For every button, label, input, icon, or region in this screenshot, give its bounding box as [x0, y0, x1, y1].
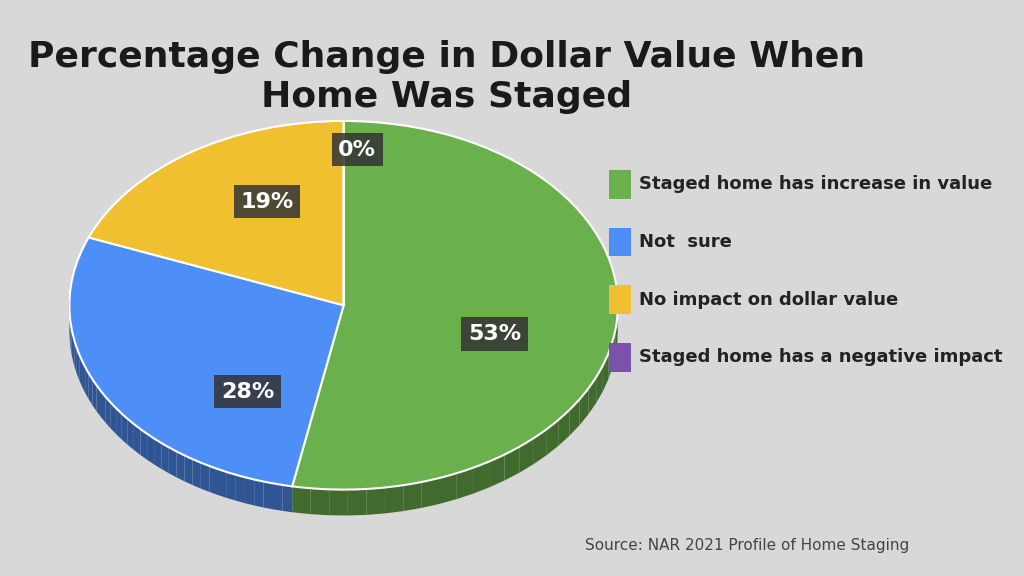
Polygon shape: [596, 365, 603, 403]
Polygon shape: [283, 485, 292, 512]
Polygon shape: [519, 438, 534, 473]
Wedge shape: [89, 121, 344, 305]
FancyBboxPatch shape: [609, 170, 631, 199]
Polygon shape: [615, 316, 617, 355]
Text: Percentage Change in Dollar Value When
Home Was Staged: Percentage Change in Dollar Value When H…: [28, 40, 865, 113]
Polygon shape: [92, 379, 96, 411]
Polygon shape: [457, 468, 473, 499]
Polygon shape: [348, 489, 367, 516]
Polygon shape: [184, 456, 193, 485]
Polygon shape: [403, 482, 421, 511]
Polygon shape: [367, 487, 385, 515]
Polygon shape: [439, 473, 457, 504]
Polygon shape: [169, 448, 176, 478]
Polygon shape: [209, 466, 218, 495]
Polygon shape: [473, 461, 489, 494]
Polygon shape: [85, 367, 89, 399]
Polygon shape: [111, 403, 116, 434]
Polygon shape: [385, 485, 403, 513]
Polygon shape: [236, 475, 245, 503]
Polygon shape: [263, 482, 273, 509]
Polygon shape: [558, 410, 569, 446]
Text: No impact on dollar value: No impact on dollar value: [639, 290, 898, 309]
Polygon shape: [569, 399, 580, 436]
FancyBboxPatch shape: [609, 285, 631, 314]
Polygon shape: [75, 342, 77, 374]
Polygon shape: [79, 354, 82, 386]
Wedge shape: [70, 237, 344, 486]
Polygon shape: [227, 472, 236, 501]
Polygon shape: [72, 328, 73, 361]
Polygon shape: [612, 329, 615, 367]
Polygon shape: [140, 429, 147, 460]
Polygon shape: [105, 397, 111, 429]
Polygon shape: [273, 483, 283, 511]
Polygon shape: [73, 335, 75, 367]
Ellipse shape: [70, 267, 617, 396]
Polygon shape: [154, 438, 162, 469]
Polygon shape: [310, 488, 329, 516]
Polygon shape: [134, 424, 140, 455]
Polygon shape: [116, 408, 122, 439]
Polygon shape: [162, 443, 169, 473]
Text: 0%: 0%: [338, 140, 377, 160]
Polygon shape: [292, 486, 310, 514]
Polygon shape: [128, 419, 134, 450]
Polygon shape: [77, 348, 79, 380]
FancyBboxPatch shape: [609, 228, 631, 256]
Polygon shape: [122, 414, 128, 445]
Text: 19%: 19%: [241, 192, 294, 211]
Polygon shape: [245, 478, 254, 506]
Text: Staged home has a negative impact: Staged home has a negative impact: [639, 348, 1002, 366]
Polygon shape: [580, 388, 589, 425]
Polygon shape: [89, 373, 92, 405]
Text: 28%: 28%: [221, 382, 274, 401]
Polygon shape: [489, 454, 505, 487]
Polygon shape: [505, 447, 519, 480]
Wedge shape: [292, 121, 617, 490]
Polygon shape: [329, 490, 348, 516]
Polygon shape: [218, 469, 227, 498]
Polygon shape: [603, 354, 608, 391]
Polygon shape: [82, 361, 85, 393]
Polygon shape: [193, 459, 201, 488]
Polygon shape: [546, 420, 558, 456]
Polygon shape: [101, 391, 105, 423]
FancyBboxPatch shape: [609, 343, 631, 372]
Polygon shape: [421, 478, 439, 508]
Text: Staged home has increase in value: Staged home has increase in value: [639, 175, 992, 194]
Polygon shape: [96, 385, 101, 417]
Text: Not  sure: Not sure: [639, 233, 732, 251]
Polygon shape: [176, 452, 184, 482]
Polygon shape: [71, 322, 72, 354]
Polygon shape: [254, 480, 263, 507]
Polygon shape: [201, 463, 209, 492]
Polygon shape: [147, 434, 154, 464]
Text: 53%: 53%: [468, 324, 521, 344]
Polygon shape: [534, 430, 546, 464]
Text: Source: NAR 2021 Profile of Home Staging: Source: NAR 2021 Profile of Home Staging: [585, 538, 909, 553]
Polygon shape: [608, 341, 612, 380]
Polygon shape: [589, 377, 596, 414]
